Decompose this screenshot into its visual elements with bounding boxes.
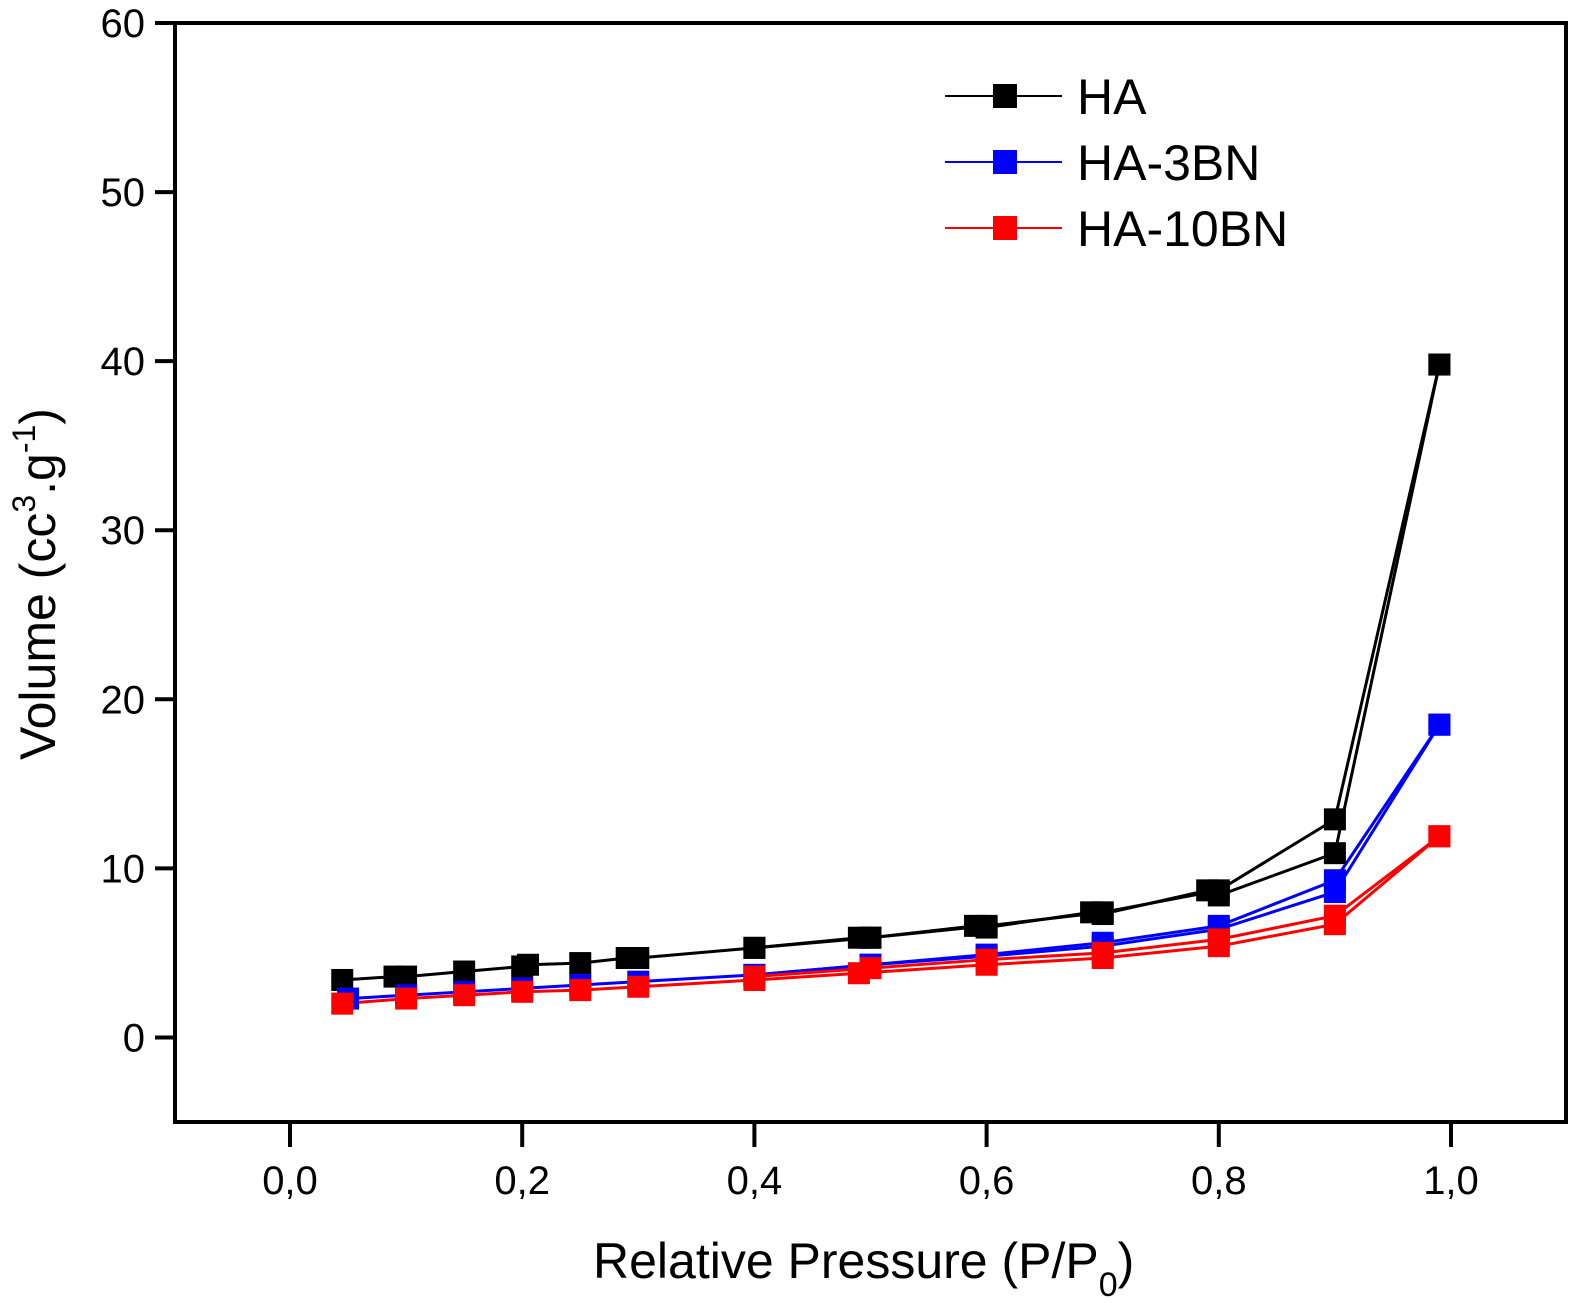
data-point-ha (395, 965, 418, 988)
data-point-ha (859, 926, 882, 949)
data-point-ha (1091, 901, 1114, 924)
y-axis-title: Volume (cc3.g-1) (6, 408, 66, 760)
plot-frame (173, 21, 1568, 1124)
data-point-ha (1323, 808, 1346, 831)
y-tick-label: 0 (123, 1016, 145, 1060)
y-axis-title-sup1: 3 (6, 495, 42, 513)
x-tick-label: 0,2 (494, 1159, 550, 1203)
data-point-ha (453, 960, 476, 983)
data-point-ha-10bn (395, 987, 418, 1010)
legend-marker (993, 150, 1017, 174)
legend-item-ha: HA (945, 69, 1147, 125)
x-tick-label: 1,0 (1423, 1159, 1479, 1203)
legend-item-ha-3bn: HA-3BN (945, 135, 1260, 191)
data-point-ha-10bn (743, 965, 766, 988)
x-tick-label: 0,6 (959, 1159, 1015, 1203)
data-point-ha-3bn (1323, 869, 1346, 892)
data-point-ha-10bn (511, 980, 534, 1003)
legend: HA HA-3BN HA-10BN (945, 69, 1288, 257)
data-point-ha-10bn (331, 992, 354, 1015)
x-tick-label: 0,8 (1191, 1159, 1247, 1203)
y-axis-title-sup2: -1 (6, 425, 42, 453)
data-point-ha-10bn (975, 948, 998, 971)
data-point-ha-10bn (1428, 825, 1451, 848)
legend-item-ha-10bn: HA-10BN (945, 201, 1288, 257)
data-point-ha-10bn (627, 975, 650, 998)
legend-marker (993, 84, 1017, 108)
data-point-ha (331, 968, 354, 991)
x-tick-label: 0,0 (262, 1159, 318, 1203)
data-point-ha-3bn (1428, 713, 1451, 736)
legend-label: HA-10BN (1077, 201, 1288, 257)
data-point-ha (517, 953, 540, 976)
series-line-ha-10bn-adsorption (342, 835, 1441, 1006)
y-tick-label: 30 (101, 509, 146, 553)
x-axis-title-subscript: 0 (1099, 1266, 1118, 1303)
data-point-ha (569, 952, 592, 975)
data-point-ha (627, 946, 650, 969)
series-line-ha-adsorption (342, 364, 1441, 982)
data-point-ha-10bn (1207, 928, 1230, 951)
y-axis-ticks: 0 10 20 30 40 50 60 (101, 2, 175, 1060)
data-point-ha (1428, 353, 1451, 376)
data-point-ha-10bn (1091, 941, 1114, 964)
x-tick-label: 0,4 (727, 1159, 783, 1203)
y-tick-label: 20 (101, 678, 146, 722)
x-axis-ticks: 0,0 0,2 0,4 0,6 0,8 1,0 (262, 1122, 1479, 1203)
data-point-ha-10bn (859, 957, 882, 980)
data-point-ha (1207, 879, 1230, 902)
data-point-ha (1323, 842, 1346, 865)
data-point-ha (975, 914, 998, 937)
data-point-ha-10bn (453, 984, 476, 1007)
legend-label: HA (1077, 69, 1147, 125)
data-point-ha (743, 936, 766, 959)
y-tick-label: 60 (101, 2, 146, 46)
y-tick-label: 10 (101, 847, 146, 891)
legend-label: HA-3BN (1077, 135, 1260, 191)
y-tick-label: 50 (101, 171, 146, 215)
data-point-ha-10bn (1323, 904, 1346, 927)
plot-lines (342, 364, 1441, 1006)
plot-markers (331, 353, 1451, 1015)
x-axis-title: Relative Pressure (P/P0) (593, 1233, 1134, 1303)
y-tick-label: 40 (101, 340, 146, 384)
legend-marker (993, 216, 1017, 240)
data-point-ha-10bn (569, 979, 592, 1002)
